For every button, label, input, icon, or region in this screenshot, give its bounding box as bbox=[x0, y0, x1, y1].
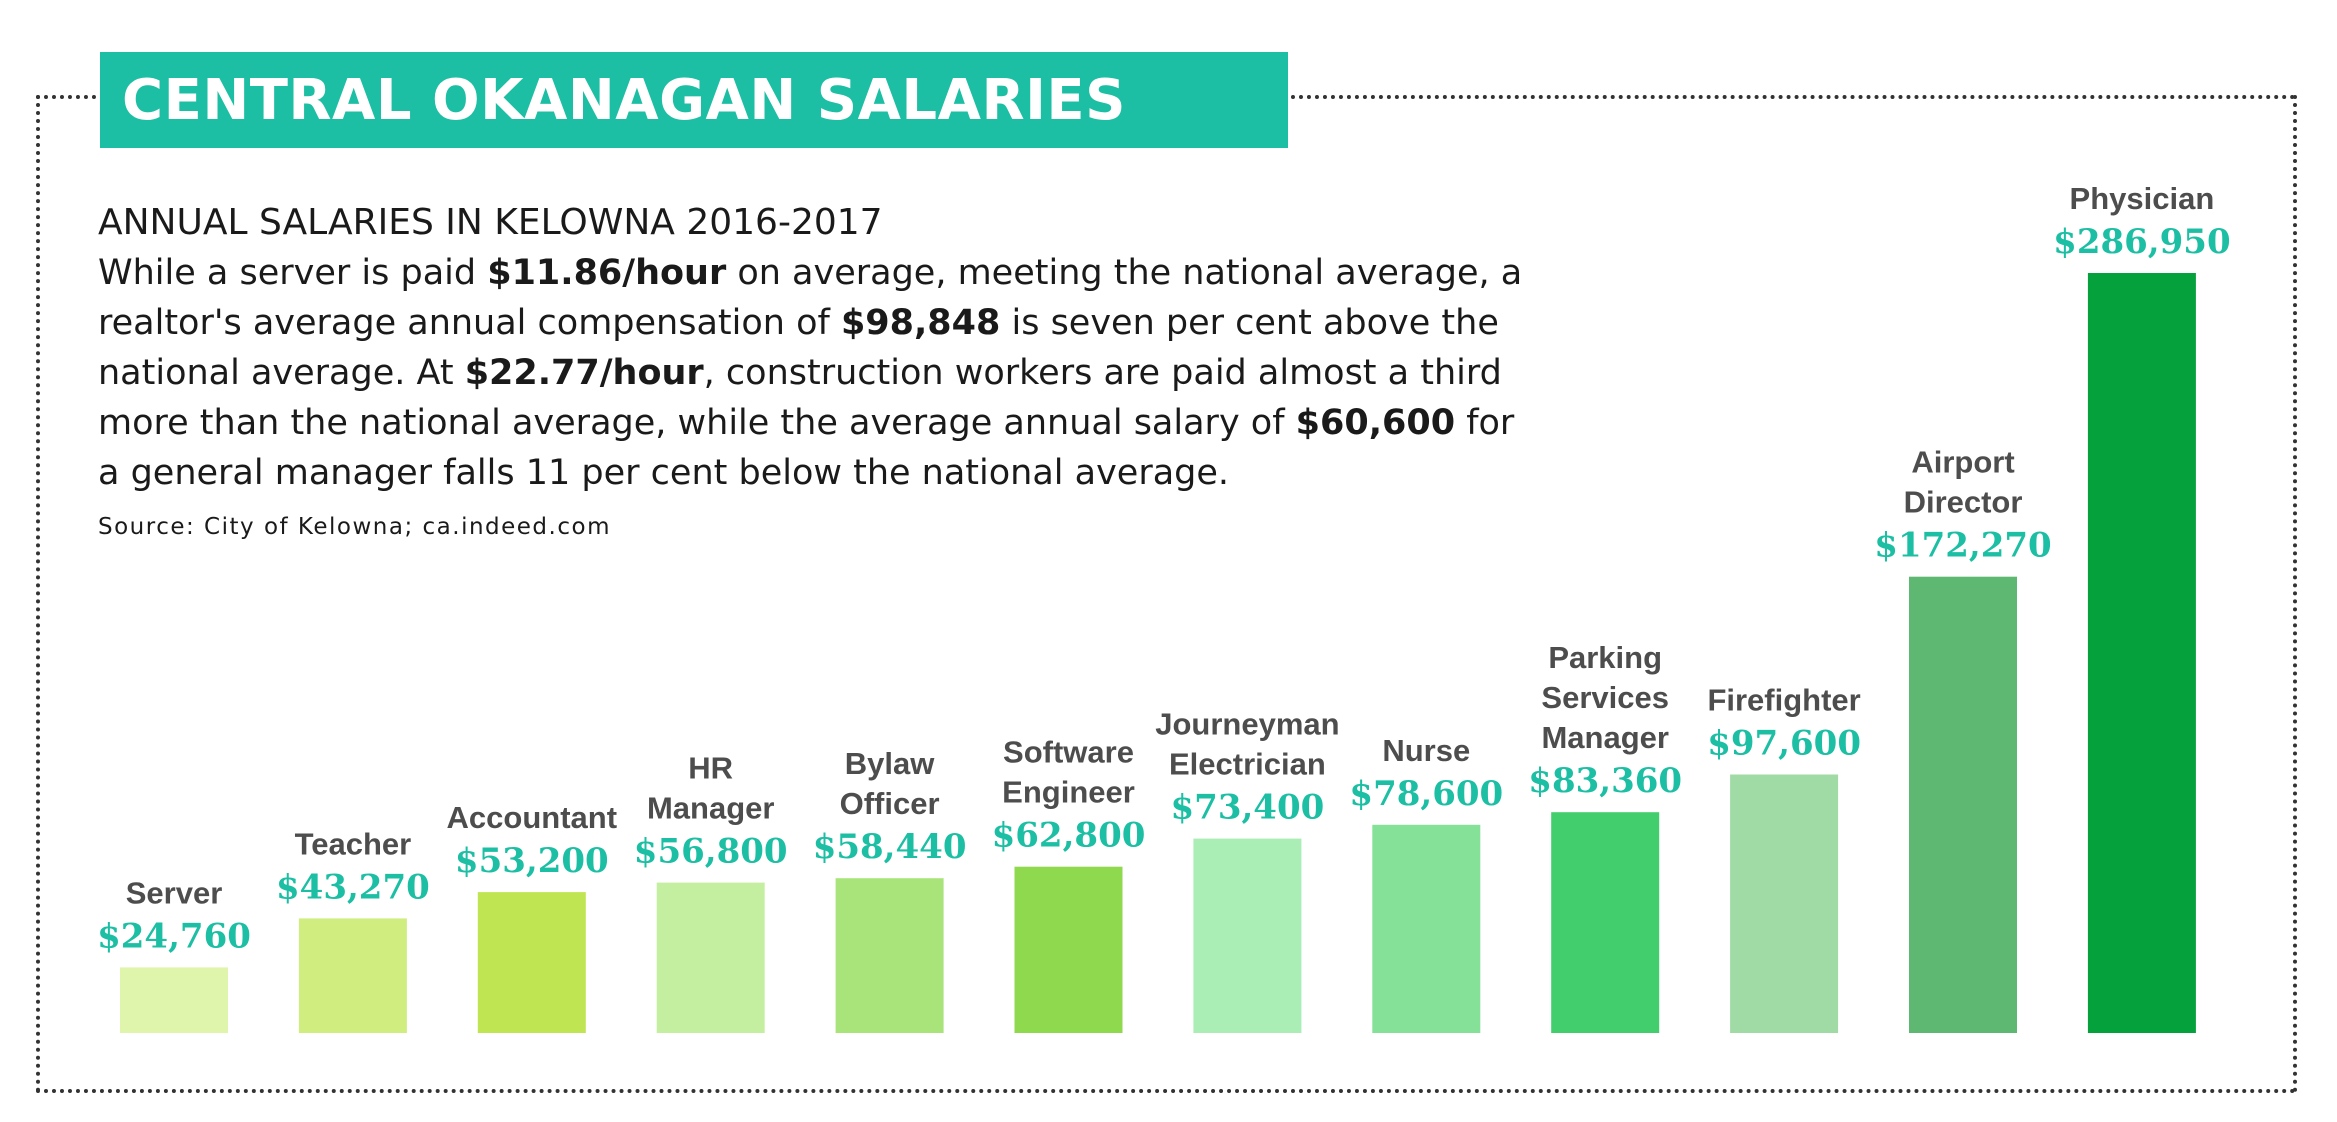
bar bbox=[1551, 812, 1660, 1033]
bar bbox=[477, 892, 586, 1033]
subtitle: ANNUAL SALARIES IN KELOWNA 2016-2017 bbox=[98, 202, 883, 243]
bar-category-label: Electrician bbox=[1169, 747, 1326, 782]
highlight-figure: $60,600 bbox=[1295, 403, 1456, 443]
bar-category-label: Officer bbox=[840, 786, 940, 821]
bar-category-label: Manager bbox=[1541, 720, 1668, 755]
description-text: While a server is paid bbox=[98, 253, 488, 293]
bar-value-label: $78,600 bbox=[1349, 774, 1503, 814]
bar bbox=[1014, 866, 1123, 1033]
bar bbox=[656, 882, 765, 1033]
bar-value-label: $286,950 bbox=[2053, 222, 2230, 262]
description-text: for a general manager falls 11 per cent … bbox=[98, 403, 1515, 493]
bar bbox=[1730, 774, 1839, 1033]
source-note: Source: City of Kelowna; ca.indeed.com bbox=[98, 514, 611, 540]
description-text: , construction workers are paid almost a… bbox=[98, 353, 1502, 443]
bar-value-label: $97,600 bbox=[1707, 724, 1861, 764]
page-title: CENTRAL OKANAGAN SALARIES bbox=[121, 67, 1126, 133]
description: While a server is paid $11.86/hour on av… bbox=[98, 248, 1528, 498]
bar-category-label: Software bbox=[1003, 735, 1134, 770]
highlight-figure: $11.86/hour bbox=[487, 253, 727, 293]
intro-text: ANNUAL SALARIES IN KELOWNA 2016-2017 Whi… bbox=[98, 198, 1528, 540]
bar-category-label: Director bbox=[1904, 485, 2023, 520]
bar-category-label: Nurse bbox=[1382, 733, 1470, 768]
bar-category-label: Accountant bbox=[447, 800, 618, 835]
bar bbox=[1909, 576, 2017, 1033]
bar bbox=[120, 967, 228, 1033]
bar bbox=[1372, 824, 1481, 1033]
bar-value-label: $83,360 bbox=[1528, 761, 1682, 801]
title-banner: CENTRAL OKANAGAN SALARIES bbox=[100, 52, 1288, 148]
bar bbox=[1193, 838, 1302, 1033]
bar-category-label: Parking bbox=[1548, 640, 1662, 675]
bar-value-label: $58,440 bbox=[813, 827, 967, 867]
bar bbox=[2087, 273, 2196, 1033]
bar-category-label: Services bbox=[1541, 680, 1669, 715]
highlight-figure: $98,848 bbox=[840, 303, 1001, 343]
bar-value-label: $62,800 bbox=[992, 816, 1146, 856]
bar-value-label: $53,200 bbox=[455, 841, 609, 881]
bar-category-label: Journeyman bbox=[1155, 707, 1339, 742]
bar-category-label: Teacher bbox=[295, 826, 412, 861]
description-text: on average, meeting the national average… bbox=[98, 253, 1523, 343]
bar-category-label: Bylaw bbox=[845, 746, 935, 781]
highlight-figure: $22.77/hour bbox=[464, 353, 704, 393]
description-text: is seven per cent above the national ave… bbox=[98, 303, 1499, 393]
bar-category-label: Manager bbox=[647, 791, 774, 826]
bar-value-label: $73,400 bbox=[1171, 788, 1325, 828]
bar-category-label: Server bbox=[126, 875, 223, 910]
bar bbox=[835, 878, 944, 1033]
bar-category-label: Engineer bbox=[1002, 775, 1135, 810]
bar-category-label: Airport bbox=[1911, 445, 2014, 480]
bar-value-label: $172,270 bbox=[1874, 526, 2051, 566]
bar-value-label: $24,760 bbox=[97, 916, 251, 956]
bar-category-label: Firefighter bbox=[1707, 683, 1860, 718]
bar-value-label: $43,270 bbox=[276, 867, 430, 907]
bar-category-label: Physician bbox=[2070, 181, 2215, 216]
bar-value-label: $56,800 bbox=[634, 832, 788, 872]
bar bbox=[298, 918, 407, 1033]
bar-category-label: HR bbox=[688, 751, 733, 786]
